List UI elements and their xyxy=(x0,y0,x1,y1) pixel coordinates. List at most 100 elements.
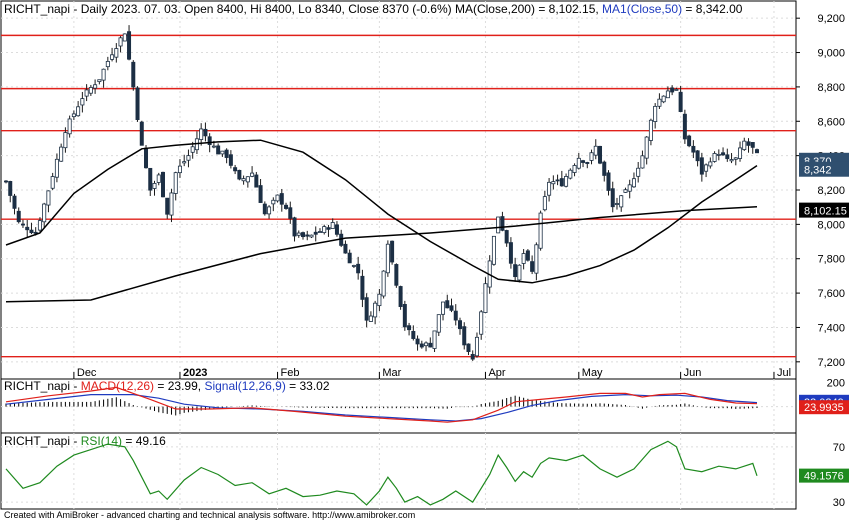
candle-up xyxy=(101,68,106,81)
candle-up xyxy=(738,147,743,159)
candle-up xyxy=(105,60,110,68)
candle-up xyxy=(432,330,437,349)
candle-up xyxy=(542,196,547,211)
candle-up xyxy=(245,176,250,183)
candle-down xyxy=(292,217,297,237)
footer-credit: Created with AmiBroker - advanced charti… xyxy=(4,510,415,520)
candle-up xyxy=(322,226,327,234)
candle-down xyxy=(301,232,306,238)
rsi-header-symbol: RICHT_napi xyxy=(4,434,70,448)
candle-up xyxy=(474,336,479,357)
candle-up xyxy=(182,161,187,164)
price-header: RICHT_napi - Daily 2023. 07. 03. Open 84… xyxy=(4,2,743,16)
candle-up xyxy=(653,105,658,122)
candle-up xyxy=(169,192,174,216)
candle-down xyxy=(12,195,17,209)
price-badge-bg xyxy=(799,161,849,177)
candle-down xyxy=(165,197,170,215)
macd-header-value: = 23.99, xyxy=(154,379,204,393)
rsi-header-label: RSI(14) xyxy=(81,434,122,448)
candle-up xyxy=(436,314,441,333)
price-badge-label: 8,102.15 xyxy=(804,206,847,218)
candle-up xyxy=(122,33,127,42)
candle-down xyxy=(390,240,395,263)
macd-badges: 33.024923.9935 xyxy=(799,394,849,415)
candle-up xyxy=(54,158,59,178)
price-ytick-label: 8,200 xyxy=(817,185,845,197)
candle-up xyxy=(674,88,679,91)
candle-down xyxy=(453,310,458,321)
candle-up xyxy=(551,181,556,185)
candle-up xyxy=(636,167,641,177)
price-xtick-label: Dec xyxy=(77,367,97,379)
candle-up xyxy=(46,190,51,206)
candle-up xyxy=(496,216,501,234)
candle-up xyxy=(614,203,619,205)
candle-up xyxy=(93,84,98,89)
candle-up xyxy=(76,106,81,117)
price-xtick-label: May xyxy=(582,367,603,379)
rsi-line xyxy=(5,440,758,506)
candle-up xyxy=(63,132,68,149)
candle-down xyxy=(334,224,339,235)
macd-badge-bg xyxy=(799,400,849,415)
rsi-badge-label: 49.1576 xyxy=(804,471,844,483)
rsi-header: RICHT_napi - RSI(14) = 49.16 xyxy=(4,434,166,448)
candle-down xyxy=(228,154,233,166)
candle-down xyxy=(203,128,208,137)
candle-down xyxy=(687,135,692,147)
candle-down xyxy=(449,305,454,311)
candle-up xyxy=(190,146,195,153)
candle-up xyxy=(241,178,246,182)
macd-badge-label: 23.9935 xyxy=(804,402,844,414)
macd-header: RICHT_napi - MACD(12,26) = 23.99, Signal… xyxy=(4,379,330,393)
candle-down xyxy=(25,226,30,231)
candle-down xyxy=(419,343,424,348)
candle-down xyxy=(237,169,242,180)
macd-ytick-label: 200 xyxy=(827,378,845,390)
rsi-header-value: = 49.16 xyxy=(122,434,166,448)
candle-down xyxy=(135,87,140,120)
price-ytick-label: 8,800 xyxy=(817,82,845,94)
candle-down xyxy=(428,342,433,348)
candle-up xyxy=(729,159,734,162)
candle-down xyxy=(8,181,13,196)
candle-up xyxy=(267,206,272,215)
candle-down xyxy=(288,207,293,219)
candle-down xyxy=(29,229,34,234)
rsi-header-sep: - xyxy=(70,434,81,448)
candle-up xyxy=(275,194,280,202)
candle-up xyxy=(568,169,573,179)
price-ytick-label: 7,400 xyxy=(817,322,845,334)
candle-up xyxy=(733,157,738,160)
candle-down xyxy=(581,160,586,163)
candle-down xyxy=(504,230,509,244)
candle-up xyxy=(84,89,89,97)
candle-up xyxy=(564,176,569,187)
candle-down xyxy=(360,275,365,300)
candle-down xyxy=(16,210,21,223)
candle-up xyxy=(644,136,649,159)
price-ytick-label: 9,200 xyxy=(817,13,845,25)
candle-up xyxy=(572,165,577,173)
candle-down xyxy=(279,193,284,205)
ma200-line xyxy=(5,206,758,303)
price-xtick-label: Mar xyxy=(382,367,401,379)
candle-down xyxy=(33,231,38,234)
candle-up xyxy=(576,157,581,169)
price-ytick-label: 8,600 xyxy=(817,116,845,128)
candle-up xyxy=(742,140,747,151)
candle-down xyxy=(470,353,475,360)
candle-down xyxy=(258,185,263,203)
candle-up xyxy=(517,264,522,281)
price-ytick-label: 7,600 xyxy=(817,288,845,300)
candle-down xyxy=(262,203,267,215)
candle-up xyxy=(373,302,378,318)
candle-down xyxy=(394,264,399,286)
price-x-axis: Dec 2023 Feb Mar Apr May Jun Jul xyxy=(73,367,791,379)
candle-up xyxy=(71,113,76,118)
candle-up xyxy=(309,234,314,238)
candle-up xyxy=(271,199,276,205)
support-resistance-lines xyxy=(1,34,796,358)
candle-down xyxy=(216,145,221,155)
